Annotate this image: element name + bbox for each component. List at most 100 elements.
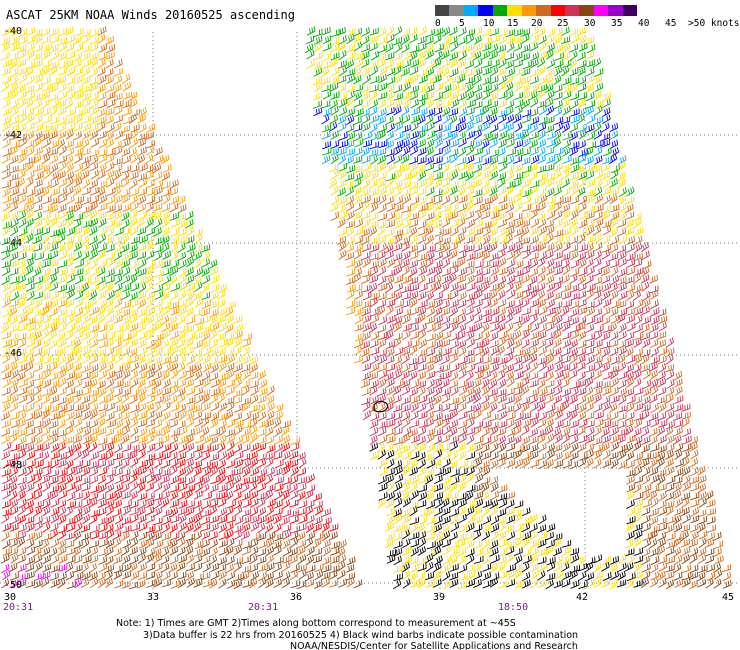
wind-barb: [394, 203, 404, 212]
wind-barb: [489, 83, 499, 94]
wind-barb: [562, 131, 572, 141]
wind-barb: [586, 100, 596, 109]
wind-barb: [353, 41, 363, 52]
wind-barb: [465, 387, 475, 397]
wind-barb: [402, 91, 412, 100]
wind-barb: [418, 84, 428, 94]
wind-barb: [354, 314, 364, 325]
wind-barb: [713, 562, 722, 574]
wind-barb: [73, 394, 82, 405]
wind-barb: [601, 341, 611, 350]
wind-barb: [17, 459, 27, 469]
wind-barb: [146, 227, 156, 236]
wind-barb: [641, 348, 651, 358]
wind-barb: [25, 60, 36, 70]
wind-barb: [394, 379, 404, 389]
wind-barb: [561, 218, 571, 229]
wind-barb: [105, 523, 114, 534]
wind-barb: [97, 74, 107, 85]
wind-barb: [409, 145, 419, 156]
wind-barb: [434, 43, 444, 53]
wind-barb: [482, 99, 492, 109]
wind-barb: [537, 84, 548, 93]
wind-barb: [409, 501, 419, 510]
wind-barb: [553, 235, 563, 244]
wind-barb: [2, 353, 11, 364]
wind-barb: [265, 562, 275, 572]
wind-barb: [73, 353, 82, 364]
wind-barb: [658, 321, 667, 332]
wind-barb: [64, 562, 74, 573]
wind-barb: [66, 492, 76, 502]
wind-barb: [41, 36, 51, 44]
wind-barb: [113, 92, 123, 102]
wind-barb: [625, 548, 635, 557]
wind-barb: [137, 203, 147, 213]
wind-barb: [433, 220, 443, 229]
wind-barb: [170, 411, 180, 421]
wind-barb: [513, 59, 523, 68]
wind-barb: [136, 217, 145, 229]
wind-barb: [473, 35, 482, 46]
wind-barb: [546, 443, 556, 453]
wind-barb: [384, 443, 394, 453]
wind-barb: [592, 57, 602, 68]
wind-barb: [425, 484, 436, 493]
wind-barb: [585, 170, 595, 180]
wind-barb: [138, 282, 147, 294]
wind-barb: [689, 547, 699, 557]
wind-barb: [72, 501, 83, 509]
wind-barb: [58, 514, 67, 525]
wind-barb: [585, 83, 594, 94]
wind-barb: [608, 403, 618, 413]
wind-barb: [305, 522, 315, 533]
wind-barb: [624, 219, 634, 229]
wind-barb: [681, 417, 690, 428]
wind-barb: [522, 137, 531, 148]
wind-barb: [433, 163, 443, 173]
wind-barb: [369, 34, 378, 45]
wind-barb: [1, 266, 11, 277]
wind-barb: [73, 242, 82, 252]
wind-barb: [602, 356, 612, 366]
wind-barb: [274, 443, 283, 453]
wind-barb: [577, 555, 587, 565]
wind-barb: [337, 554, 347, 565]
wind-barb: [393, 524, 403, 533]
wind-barb: [482, 355, 492, 365]
wind-barb: [401, 433, 411, 444]
wind-barb: [578, 418, 588, 429]
wind-barb: [522, 60, 532, 70]
wind-barb: [433, 354, 443, 364]
wind-barb: [585, 204, 596, 213]
wind-barb: [625, 377, 635, 388]
wind-barb: [49, 65, 58, 76]
wind-barb: [625, 475, 635, 485]
wind-barb: [66, 108, 76, 117]
wind-barb: [417, 243, 427, 253]
wind-barb: [177, 467, 187, 478]
wind-barb: [385, 115, 394, 126]
wind-barb: [114, 227, 124, 236]
wind-barb: [482, 420, 492, 429]
wind-barb: [169, 338, 179, 348]
wind-barb: [16, 419, 26, 429]
wind-barb: [673, 537, 682, 548]
wind-barb: [1, 419, 11, 429]
wind-barb: [370, 202, 379, 213]
wind-barb: [306, 554, 315, 566]
wind-barb: [201, 331, 211, 342]
wind-barb: [153, 419, 163, 429]
wind-barb: [258, 540, 268, 549]
wind-barb: [362, 362, 372, 372]
wind-barb: [705, 538, 715, 548]
wind-barb: [248, 371, 259, 380]
wind-barb: [88, 562, 98, 574]
wind-barb: [554, 419, 564, 429]
wind-barb: [162, 401, 171, 412]
wind-barb: [82, 84, 92, 93]
wind-barb: [249, 363, 258, 373]
wind-barb: [617, 219, 627, 228]
wind-barb: [105, 555, 114, 566]
wind-barb: [105, 483, 115, 494]
